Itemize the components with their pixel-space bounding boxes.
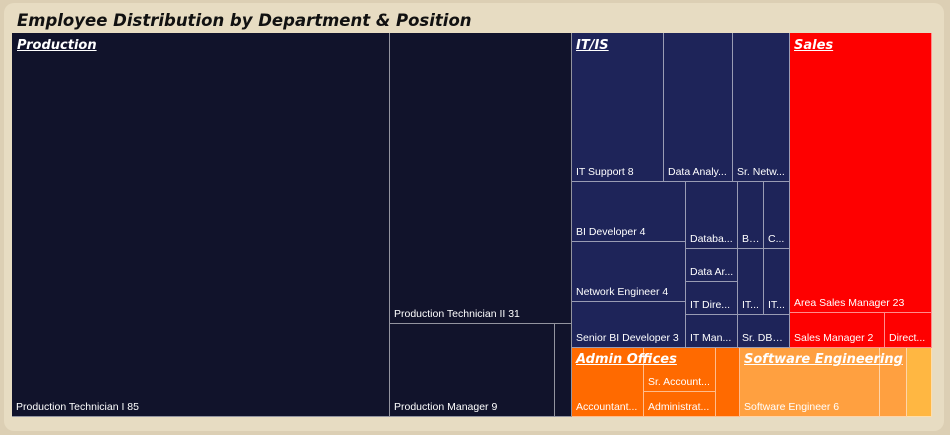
treemap-tile[interactable]: IT Man...: [686, 315, 738, 348]
tile-label: Software Engineer 6: [744, 401, 840, 413]
treemap-tile[interactable]: Production Technician II 31: [390, 33, 572, 324]
treemap-tile[interactable]: Sr. Netw...: [733, 33, 790, 182]
treemap-tile[interactable]: [716, 348, 740, 417]
tile-label: Data Ar...: [690, 266, 734, 278]
treemap-tile[interactable]: Databa...: [686, 182, 738, 249]
tile-label: Sr. DBA...: [742, 332, 786, 344]
treemap-tile[interactable]: Network Engineer 4: [572, 242, 686, 302]
tile-label: Direct...: [889, 332, 926, 344]
treemap-tile[interactable]: Software Engineer 6: [740, 348, 880, 417]
treemap-tile[interactable]: [555, 324, 572, 417]
tile-label: Production Technician II 31: [394, 308, 520, 320]
tile-label: Sr. Netw...: [737, 166, 785, 178]
tile-label: IT Support 8: [576, 166, 634, 178]
group-label: Production: [17, 38, 97, 53]
tile-label: Sr. Account...: [648, 376, 710, 388]
tile-label: Databa...: [690, 233, 733, 245]
treemap-tile[interactable]: Data Ar...: [686, 249, 738, 282]
treemap-tile[interactable]: Production Technician I 85: [12, 33, 390, 417]
tile-label: IT...: [768, 299, 785, 311]
tile-label: Accountant...: [576, 401, 638, 413]
tile-label: IT Man...: [690, 332, 732, 344]
treemap-tile[interactable]: Direct...: [885, 313, 932, 348]
tile-label: Production Manager 9: [394, 401, 498, 413]
treemap-tile[interactable]: IT Dire...: [686, 282, 738, 315]
treemap: Production Technician I 85 Production Tec…: [12, 33, 932, 417]
treemap-tile[interactable]: Sr. DBA...: [738, 315, 790, 348]
treemap-tile[interactable]: Senior BI Developer 3: [572, 302, 686, 348]
treemap-tile[interactable]: Production Manager 9: [390, 324, 555, 417]
group-label: Sales: [794, 38, 834, 53]
group-label: IT/IS: [576, 38, 609, 53]
tile-label: C...: [768, 233, 785, 245]
tile-label: IT Dire...: [690, 299, 731, 311]
treemap-tile[interactable]: BI Developer 4: [572, 182, 686, 242]
tile-label: Senior BI Developer 3: [576, 332, 679, 344]
treemap-tile[interactable]: C...: [764, 182, 790, 249]
group-label: Admin Offices: [576, 352, 677, 367]
chart-title: Employee Distribution by Department & Po…: [17, 11, 472, 30]
treemap-tile[interactable]: [907, 348, 932, 417]
treemap-tile[interactable]: IT Support 8: [572, 33, 664, 182]
tile-label: Sales Manager 2: [794, 332, 874, 344]
treemap-tile[interactable]: Sales Manager 2: [790, 313, 885, 348]
treemap-tile[interactable]: Sr. Account...: [644, 348, 716, 392]
treemap-tile[interactable]: BI...: [738, 182, 764, 249]
tile-label: IT...: [742, 299, 759, 311]
treemap-tile[interactable]: Accountant...: [572, 348, 644, 417]
tile-label: Data Analy...: [668, 166, 727, 178]
group-label: Software Engineering: [744, 352, 903, 367]
tile-label: Production Technician I 85: [16, 401, 139, 413]
tile-label: Administrat...: [648, 401, 710, 413]
tile-label: Network Engineer 4: [576, 286, 669, 298]
tile-label: BI...: [742, 233, 760, 245]
treemap-tile[interactable]: Administrat...: [644, 392, 716, 417]
treemap-tile[interactable]: IT...: [764, 249, 790, 315]
treemap-tile[interactable]: IT...: [738, 249, 764, 315]
tile-label: Area Sales Manager 23: [794, 297, 905, 309]
treemap-tile[interactable]: [880, 348, 907, 417]
treemap-tile[interactable]: Data Analy...: [664, 33, 733, 182]
treemap-tile[interactable]: Area Sales Manager 23: [790, 33, 932, 313]
tile-label: BI Developer 4: [576, 226, 646, 238]
